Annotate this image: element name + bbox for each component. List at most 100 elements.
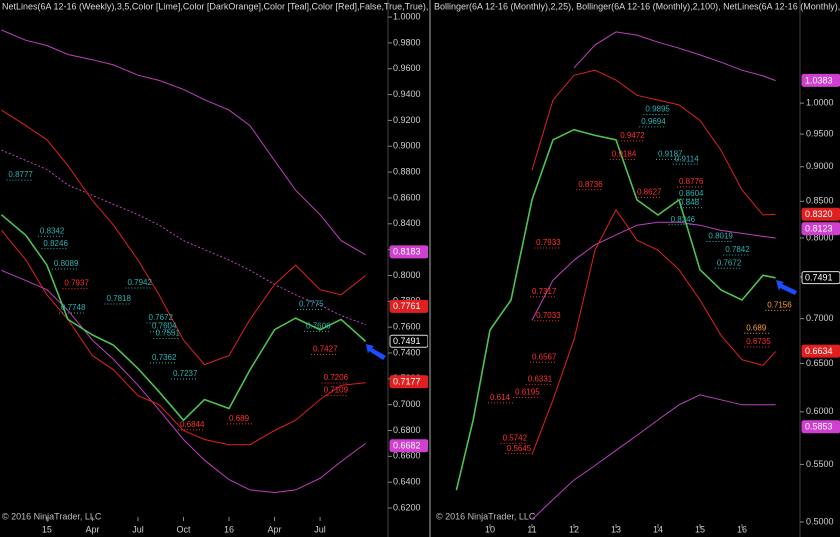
level-label: 0.848 [679, 198, 700, 207]
x-tick-label: Apr [85, 524, 99, 534]
level-label: 0.7206 [324, 373, 349, 382]
y-tick-label: 0.7600 [393, 322, 421, 332]
y-tick-label: 0.8000 [393, 270, 421, 280]
y-tick-label: 0.5000 [806, 516, 834, 526]
level-label: 0.6195 [515, 388, 540, 397]
x-tick-label: 13 [611, 524, 621, 534]
price-marker [389, 334, 428, 348]
level-label: 0.5742 [503, 433, 528, 442]
y-tick-label: 0.9600 [393, 63, 421, 73]
footer: © 2016 NinjaTrader, LLC [436, 511, 536, 521]
level-label: 0.614 [490, 393, 511, 402]
level-label: 0.9895 [645, 105, 670, 114]
level-label: 0.7156 [767, 300, 792, 309]
price-marker-label: 0.5853 [805, 422, 833, 432]
series-line [573, 31, 776, 82]
level-label: 0.8777 [8, 170, 33, 179]
price-marker [801, 344, 840, 358]
level-label: 0.7672 [148, 313, 173, 322]
price-marker-label: 0.7491 [393, 336, 421, 346]
price-marker-label: 1.0383 [805, 75, 833, 85]
right-panel: Bollinger(6A 12-16 (Monthly),2,25), Boll… [434, 0, 840, 537]
level-label: 0.9187 [658, 149, 683, 158]
price-marker-label: 0.7761 [393, 301, 421, 311]
level-label: 0.7033 [536, 311, 561, 320]
price-marker-label: 0.6634 [805, 346, 833, 356]
level-label: 0.6331 [528, 374, 553, 383]
level-label: 0.8019 [708, 232, 733, 241]
level-label: 0.7818 [106, 294, 131, 303]
level-label: 0.9114 [675, 154, 699, 163]
level-label: 0.689 [746, 323, 767, 332]
level-label: 0.8736 [578, 180, 603, 189]
price-marker-label: 0.6682 [393, 441, 421, 451]
price-marker [801, 207, 840, 221]
series-line [455, 128, 776, 491]
y-tick-label: 0.9400 [393, 89, 421, 99]
x-tick-label: 11 [527, 524, 536, 534]
arrow-icon [366, 344, 386, 360]
level-label: 0.7937 [64, 279, 89, 288]
level-label: 0.7842 [725, 245, 750, 254]
level-label: 0.8627 [637, 187, 662, 196]
level-label: 0.7942 [127, 278, 152, 287]
level-label: 0.8776 [679, 177, 704, 186]
y-tick-label: 0.8000 [806, 232, 834, 242]
left-panel: NetLines(6A 12-16 (Weekly),3,5,Color [Li… [0, 0, 428, 537]
series-line [0, 214, 367, 422]
y-tick-label: 0.6400 [393, 477, 421, 487]
y-tick-label: 0.9000 [393, 141, 421, 151]
level-label: 0.9472 [620, 131, 645, 140]
series-line [1, 109, 366, 366]
price-marker-label: 0.7491 [805, 273, 833, 283]
footer: © 2016 NinjaTrader, LLC [2, 511, 102, 521]
y-tick-label: 0.6500 [806, 358, 834, 368]
level-label: 0.7604 [152, 322, 177, 331]
price-marker [801, 222, 840, 236]
x-tick-label: 15 [695, 524, 705, 534]
level-label: 0.9184 [612, 150, 637, 159]
price-marker [801, 73, 840, 87]
level-label: 0.6735 [746, 337, 771, 346]
price-marker [389, 439, 428, 453]
price-marker [389, 245, 428, 259]
level-label: 0.8246 [43, 239, 68, 248]
x-tick-label: Jul [132, 524, 144, 534]
y-tick-label: 1.0000 [393, 11, 421, 21]
level-label: 0.7362 [152, 353, 177, 362]
y-tick-label: 0.9500 [806, 128, 834, 138]
level-label: 0.8604 [679, 189, 704, 198]
level-label: 0.7551 [155, 329, 180, 338]
price-marker [389, 375, 428, 389]
price-marker [801, 271, 840, 285]
y-tick-label: 0.7000 [393, 399, 421, 409]
x-tick-label: 16 [224, 524, 234, 534]
x-tick-label: 16 [737, 524, 747, 534]
level-label: 0.6567 [532, 352, 557, 361]
level-label: 0.8089 [54, 259, 79, 268]
level-label: 0.7606 [306, 321, 331, 330]
level-label: 0.7427 [313, 345, 338, 354]
x-tick-label: 10 [485, 524, 495, 534]
y-tick-label: 0.6800 [393, 425, 421, 435]
level-label: 0.7933 [536, 238, 561, 247]
level-label: 0.7237 [173, 369, 198, 378]
level-label: 0.689 [229, 414, 250, 423]
y-tick-label: 0.5500 [806, 459, 834, 469]
level-label: 0.7317 [532, 287, 557, 296]
x-tick-label: Oct [176, 524, 191, 534]
chart-title: Bollinger(6A 12-16 (Monthly),2,25), Boll… [434, 1, 840, 11]
arrow-icon [776, 280, 797, 295]
series-line [531, 208, 776, 455]
level-label: 0.8342 [40, 226, 65, 235]
series-line [531, 221, 776, 321]
series-line [1, 29, 366, 256]
level-label: 0.9694 [641, 117, 666, 126]
y-tick-label: 0.8500 [806, 196, 834, 206]
y-tick-label: 0.7400 [393, 347, 421, 357]
series-line [1, 149, 366, 326]
level-label: 0.7109 [324, 386, 349, 395]
price-marker-label: 0.8183 [393, 247, 421, 257]
y-tick-label: 0.8600 [393, 192, 421, 202]
